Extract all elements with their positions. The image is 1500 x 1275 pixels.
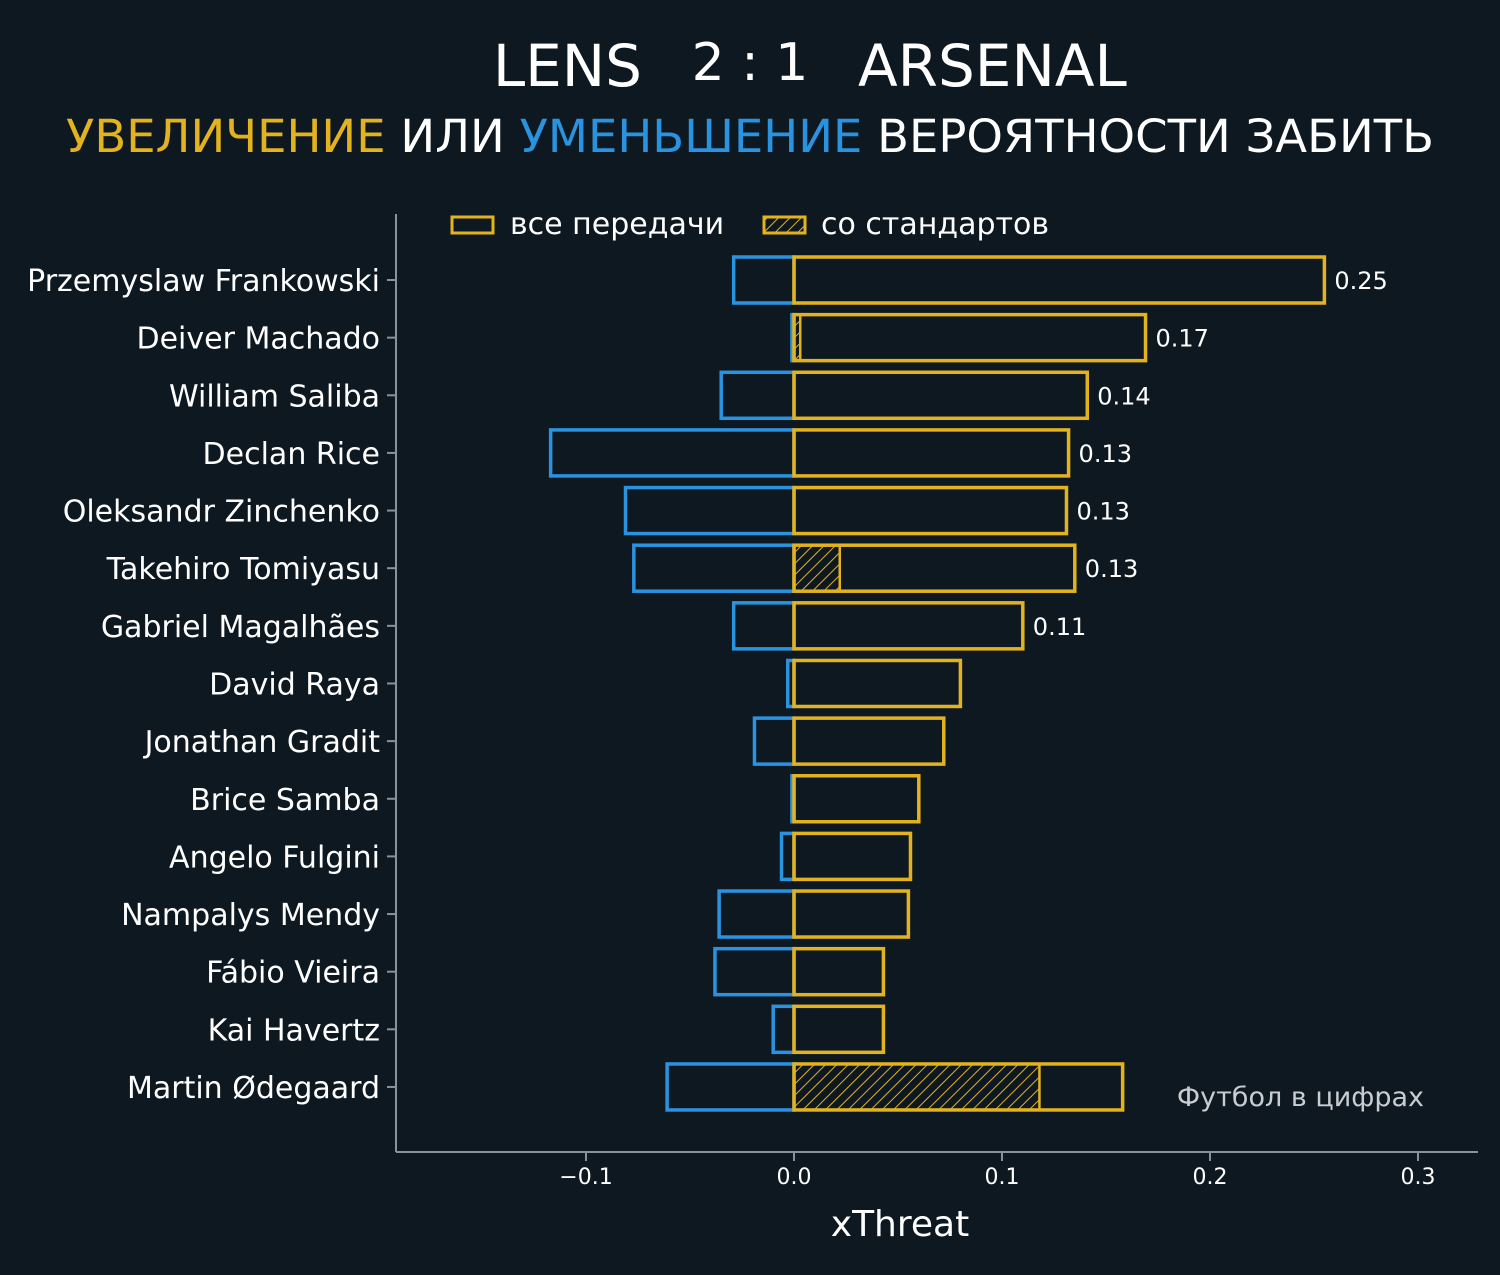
match-score: 2 : 1 <box>692 33 809 93</box>
subtitle-rest: ВЕРОЯТНОСТИ ЗАБИТЬ <box>877 110 1434 163</box>
y-tick-label: Nampalys Mendy <box>121 898 380 933</box>
bar-decrease <box>713 946 796 997</box>
bar-decrease <box>779 831 796 882</box>
y-tick-label: Oleksandr Zinchenko <box>63 495 380 530</box>
bar-increase <box>792 255 1327 305</box>
x-tick-label: −0.1 <box>559 1165 612 1190</box>
y-tick-label: Angelo Fulgini <box>169 840 380 875</box>
bar-set-pieces <box>792 543 842 593</box>
bar-increase <box>792 601 1025 651</box>
legend-swatch-all-passes <box>450 215 495 235</box>
x-tick-label: 0.0 <box>777 1165 812 1190</box>
subtitle-increase: УВЕЛИЧЕНИЕ <box>66 110 386 163</box>
y-tick-label: Brice Samba <box>190 783 380 818</box>
bar-decrease <box>665 1062 796 1112</box>
bar-decrease <box>752 716 796 766</box>
bar-value-label: 0.17 <box>1156 325 1209 353</box>
y-tick-label: Gabriel Magalhães <box>101 610 380 645</box>
bar-value-label: 0.25 <box>1334 267 1387 295</box>
bar-increase <box>792 946 886 997</box>
bar-increase <box>792 889 911 939</box>
y-tick-label: David Raya <box>209 667 380 702</box>
bar-decrease <box>717 889 796 939</box>
bar-decrease <box>548 428 796 478</box>
bar-value-label: 0.13 <box>1085 555 1138 583</box>
bar-decrease <box>731 255 796 305</box>
value-labels: 0.25 0.17 0.14 0.13 0.13 0.13 0.11 <box>1033 267 1388 641</box>
match-title-home: LENS <box>493 32 642 100</box>
y-tick-label: Takehiro Tomiyasu <box>106 552 380 587</box>
x-ticks: −0.1 0.0 0.1 0.2 0.3 <box>559 1152 1436 1190</box>
bar-increase <box>792 485 1069 536</box>
bar-set-pieces <box>792 1062 1041 1112</box>
bar-increase <box>792 716 946 766</box>
y-ticks: Przemyslaw Frankowski Deiver Machado Willi… <box>27 264 396 1106</box>
bar-increase <box>792 1004 886 1055</box>
bar-value-label: 0.13 <box>1076 498 1129 526</box>
legend-label-all-passes: все передачи <box>510 207 724 242</box>
x-axis-label: xThreat <box>831 1204 969 1245</box>
bar-increase <box>792 370 1090 421</box>
bar-decrease <box>731 601 796 651</box>
y-tick-label: Deiver Machado <box>136 322 380 357</box>
subtitle-decrease: УМЕНЬШЕНИЕ <box>520 110 863 163</box>
bar-value-label: 0.11 <box>1033 613 1086 641</box>
y-tick-label: Martin Ødegaard <box>127 1071 380 1106</box>
bar-decrease <box>719 370 796 421</box>
bar-decrease <box>771 1004 796 1055</box>
x-tick-label: 0.2 <box>1193 1165 1228 1190</box>
subtitle: УВЕЛИЧЕНИЕ ИЛИ УМЕНЬШЕНИЕ ВЕРОЯТНОСТИ ЗА… <box>66 110 1434 163</box>
bar-increase <box>792 312 1148 363</box>
legend: все передачи со стандартов <box>450 207 1049 242</box>
bar-increase <box>792 1062 1125 1112</box>
bar-increase <box>792 543 1077 593</box>
y-tick-label: Jonathan Gradit <box>143 725 381 760</box>
watermark: Футбол в цифрах <box>1177 1082 1424 1113</box>
bar-increase <box>792 428 1071 478</box>
match-title-away: ARSENAL <box>858 32 1127 100</box>
x-tick-label: 0.3 <box>1401 1165 1436 1190</box>
legend-label-set-pieces: со стандартов <box>821 207 1049 242</box>
x-tick-label: 0.1 <box>985 1165 1020 1190</box>
bar-value-label: 0.13 <box>1079 440 1132 468</box>
legend-swatch-set-pieces <box>762 215 807 235</box>
subtitle-or: ИЛИ <box>400 110 519 163</box>
bar-increase <box>792 831 913 882</box>
bar-decrease <box>623 485 796 536</box>
y-tick-label: William Saliba <box>169 379 380 414</box>
y-tick-label: Kai Havertz <box>208 1013 380 1048</box>
bar-increase <box>792 774 921 824</box>
y-tick-label: Fábio Vieira <box>206 956 380 991</box>
bar-value-label: 0.14 <box>1097 382 1150 410</box>
y-tick-label: Declan Rice <box>203 437 380 472</box>
y-tick-label: Przemyslaw Frankowski <box>27 264 380 299</box>
bar-increase <box>792 658 963 709</box>
bars <box>548 255 1327 1112</box>
bar-decrease <box>632 543 796 593</box>
